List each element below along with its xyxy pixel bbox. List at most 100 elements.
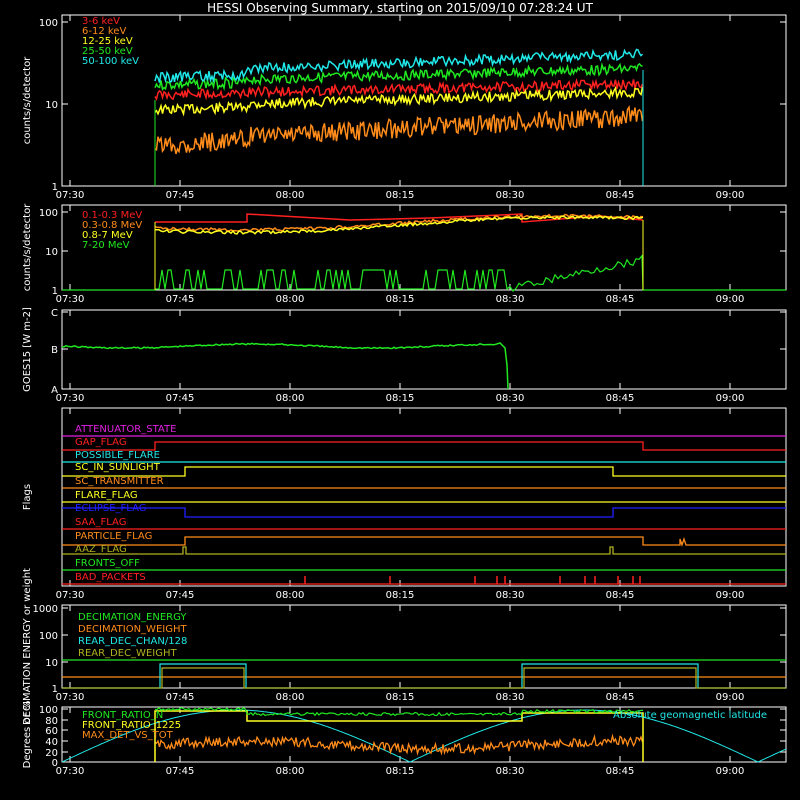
legend-entry: DECIMATION_WEIGHT [78,624,187,635]
y-tick-label: 1 [52,182,58,193]
x-tick-label: 08:00 [276,294,305,305]
legend-entry: 0.8-7 MeV [82,230,133,241]
flag-trace [62,536,786,548]
legend-entry: 25-50 keV [82,46,133,57]
legend-entry: 0.3-0.8 MeV [82,220,142,231]
x-tick-label: 07:30 [56,692,85,703]
legend-entry: 6-12 keV [82,26,126,37]
flag-label: AAZ_FLAG [75,544,127,555]
legend-entry: 0.1-0.3 MeV [82,210,142,221]
series-green [154,61,643,91]
y-tick-label: 10 [45,247,58,258]
x-tick-label: 09:00 [716,393,745,404]
figure-title: HESSI Observing Summary, starting on 201… [207,1,593,15]
y-axis-label: Degrees or % [22,701,33,769]
x-tick-label: 09:00 [716,766,745,777]
x-tick-label: 08:30 [496,393,525,404]
y-tick-label: 1000 [33,604,58,615]
x-tick-label: 08:15 [386,393,415,404]
x-tick-label: 07:30 [56,766,85,777]
legend-entry: REAR_DEC_CHAN/128 [78,636,187,647]
series-goes [61,342,509,390]
plot-frame [61,14,787,187]
x-tick-label: 08:15 [386,294,415,305]
legend-entry: FRONT_RATIO_N [82,710,163,721]
flag-label: PARTICLE_FLAG [75,531,152,542]
x-tick-label: 09:00 [716,590,745,601]
flag-trace [62,441,786,451]
series-yellow [154,85,644,117]
y-tick-label: 1 [52,286,58,297]
flag-label: SC_TRANSMITTER [75,476,164,487]
flag-label: BAD_PACKETS [75,572,146,583]
y-tick-label: 1 [52,684,58,695]
flag-label: SC_IN_SUNLIGHT [75,462,161,473]
x-tick-label: 08:30 [496,692,525,703]
annotation-latitude: Absolute geomagnetic latitude [613,710,767,721]
flag-label: FRONTS_OFF [75,558,140,569]
y-tick-label: 0 [52,758,58,769]
legend-entry: 3-6 keV [82,16,120,27]
y-axis-label: counts/s/detector [22,56,33,144]
series-front-ratio-1225 [154,710,644,762]
y-axis-label: DECIMATION ENERGY or weight [22,568,33,725]
plot-frame [61,204,787,291]
x-tick-label: 08:45 [606,692,635,703]
y-tick-label: 20 [45,748,58,759]
plot-frame [61,706,787,763]
x-tick-label: 07:45 [166,692,195,703]
y-tick-label: 100 [39,208,58,219]
x-tick-label: 08:15 [386,190,415,201]
plot-frame [61,407,787,587]
x-tick-label: 07:30 [56,294,85,305]
series-red [154,77,644,101]
series-rear-dec-weight [62,667,786,689]
x-tick-label: 08:15 [386,590,415,601]
series-yellow [155,215,644,235]
legend-entry: REAR_DEC_WEIGHT [78,648,177,659]
y-axis-label: GOES15 [W m-2] [22,307,33,392]
x-tick-label: 08:30 [496,190,525,201]
plot-frame [61,309,787,390]
x-tick-label: 08:00 [276,692,305,703]
series-green [62,254,786,293]
x-tick-label: 07:30 [56,393,85,404]
plot-panels: 07:30 07:45 08:00 08:15 08:30 08:45 09:0011010… [22,14,787,777]
x-tick-label: 07:45 [166,766,195,777]
x-tick-label: 07:45 [166,294,195,305]
x-tick-label: 08:30 [496,590,525,601]
x-tick-label: 08:45 [606,190,635,201]
y-axis-label: counts/s/detector [22,203,33,291]
y-tick-label: B [51,345,58,356]
x-tick-label: 07:45 [166,190,195,201]
legend-entry: DECIMATION_ENERGY [78,612,187,623]
x-tick-label: 08:30 [496,294,525,305]
x-tick-label: 07:45 [166,393,195,404]
x-tick-label: 08:15 [386,692,415,703]
legend-entry: 12-25 keV [82,36,133,47]
y-tick-label: 10 [45,100,58,111]
x-tick-label: 07:45 [166,590,195,601]
series-orange [154,105,644,155]
y-axis-label: Flags [22,484,33,510]
legend-entry: 50-100 keV [82,56,139,67]
x-tick-label: 08:45 [606,294,635,305]
flag-label: SAA_FLAG [75,517,126,528]
flag-trace [62,507,786,518]
legend-entry: MAX_DET_VS_TOT [82,730,174,741]
x-tick-label: 08:00 [276,190,305,201]
x-tick-label: 08:45 [606,766,635,777]
x-tick-label: 09:00 [716,692,745,703]
series-max-det [154,733,644,756]
flag-label: GAP_FLAG [75,437,127,448]
legend-entry: FRONT_RATIO_1225 [82,720,181,731]
x-tick-label: 09:00 [716,294,745,305]
x-tick-label: 08:00 [276,590,305,601]
x-tick-label: 08:15 [386,766,415,777]
legend-entry: 7-20 MeV [82,240,130,251]
y-tick-label: 100 [39,631,58,642]
x-tick-label: 08:45 [606,393,635,404]
y-tick-label: 60 [45,726,58,737]
x-tick-label: 08:45 [606,590,635,601]
